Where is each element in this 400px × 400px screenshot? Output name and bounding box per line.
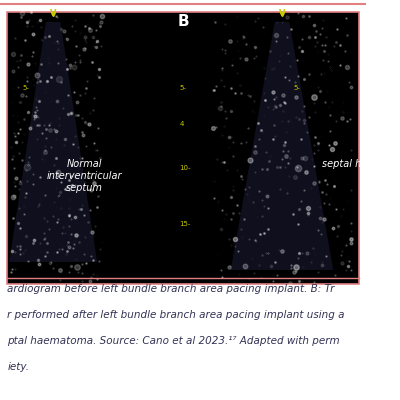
Text: septal he: septal he	[322, 159, 368, 169]
Text: V: V	[279, 9, 285, 18]
Text: 10-: 10-	[180, 165, 191, 171]
Text: 5-: 5-	[293, 85, 300, 91]
Text: Normal
interventricular
septum: Normal interventricular septum	[46, 159, 122, 192]
Text: ptal haematoma. Source: Cano et al 2023.¹⁷ Adapted with perm: ptal haematoma. Source: Cano et al 2023.…	[7, 336, 340, 346]
Text: iety.: iety.	[7, 362, 29, 372]
Polygon shape	[9, 22, 97, 262]
Text: ardiogram before left bundle branch area pacing implant. B: Tr: ardiogram before left bundle branch area…	[7, 284, 335, 294]
Polygon shape	[231, 22, 333, 270]
Text: 5-: 5-	[22, 85, 29, 91]
Text: 5-: 5-	[180, 85, 186, 91]
Text: 4: 4	[180, 121, 184, 127]
Text: 15-: 15-	[180, 221, 191, 227]
Text: r performed after left bundle branch area pacing implant using a: r performed after left bundle branch are…	[7, 310, 345, 320]
Text: V: V	[50, 9, 56, 18]
Text: B: B	[177, 14, 189, 30]
FancyBboxPatch shape	[7, 12, 359, 284]
